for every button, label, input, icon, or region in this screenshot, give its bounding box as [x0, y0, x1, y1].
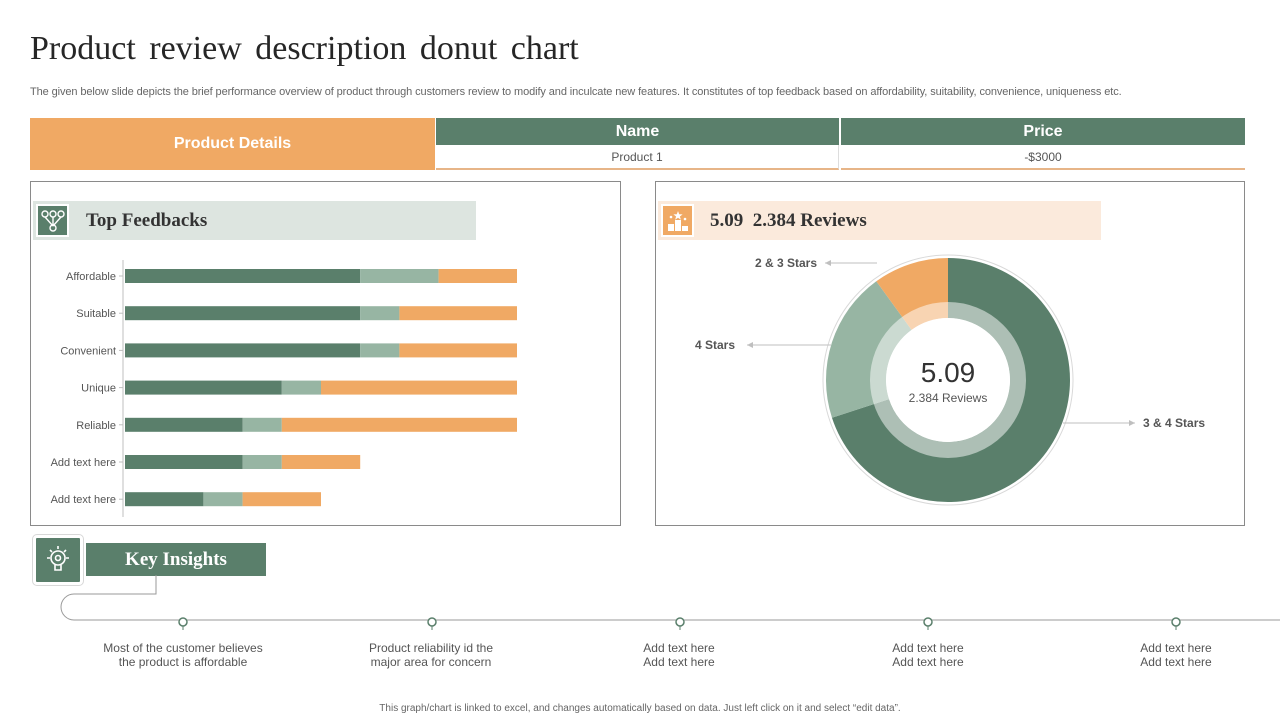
bar-category-label: Add text here [51, 457, 116, 469]
insight-line: Add text here [892, 641, 964, 655]
product-details-label: Product Details [30, 118, 435, 170]
bar-category-label: Convenient [60, 345, 116, 357]
top-feedbacks-panel [30, 181, 621, 526]
insight-line: Add text here [892, 655, 964, 669]
donut-slice-label: 3 & 4 Stars [1143, 416, 1205, 430]
insight-line: Most of the customer believes [103, 641, 263, 655]
insight-item: Product reliability id the major area fo… [331, 641, 531, 669]
insight-item: Add text here Add text here [579, 641, 779, 669]
bar-segment [242, 492, 321, 507]
insight-line: Add text here [643, 655, 715, 669]
donut-callout-arrow [825, 260, 831, 266]
insights-timeline [60, 575, 1280, 630]
table-header-name: Name [436, 118, 839, 145]
bar-category-label: Reliable [76, 420, 116, 432]
insight-item: Most of the customer believes the produc… [83, 641, 283, 669]
insight-line: Add text here [1140, 641, 1212, 655]
top-feedbacks-header [33, 201, 476, 240]
table-cell-product-price: -$3000 [841, 145, 1245, 170]
bar-segment [242, 417, 282, 432]
donut-center [886, 318, 1010, 442]
insight-line: the product is affordable [118, 655, 248, 669]
bar-segment [125, 343, 361, 358]
reviews-header-score: 5.09 [710, 210, 744, 231]
insight-line: major area for concern [370, 655, 492, 669]
bar-segment [281, 380, 321, 395]
insight-item: Add text here Add text here [828, 641, 1028, 669]
bar-segment [281, 455, 361, 469]
page-subtitle: The given below slide depicts the brief … [30, 86, 1122, 98]
donut-slice-label: 2 & 3 Stars [755, 256, 817, 270]
donut-center-reviews: 2.384 Reviews [909, 391, 988, 405]
bar-segment [125, 455, 243, 469]
key-insights-label: Key Insights [86, 543, 266, 576]
table-cell-product-name: Product 1 [436, 145, 839, 170]
donut-center-score: 5.09 [921, 357, 976, 388]
bar-segment [125, 380, 282, 395]
bar-segment [242, 455, 282, 469]
bar-segment [203, 492, 243, 507]
bar-category-label: Unique [81, 383, 116, 395]
bar-segment [360, 306, 400, 321]
bar-segment [399, 306, 517, 321]
bar-segment [125, 306, 361, 321]
reviews-title: 5.09 2.384 Reviews [710, 210, 867, 232]
donut-slice [826, 281, 912, 418]
bar-segment [360, 269, 439, 283]
timeline-marker [675, 617, 685, 630]
bar-segment [360, 343, 400, 358]
bar-segment [125, 269, 361, 283]
timeline-line [60, 575, 1280, 621]
donut-slice [831, 258, 1070, 502]
reviews-panel [655, 181, 1245, 526]
bar-category-label: Add text here [51, 494, 116, 506]
donut-callout-arrow [1129, 420, 1135, 426]
top-feedbacks-title: Top Feedbacks [86, 210, 208, 231]
reviews-header [658, 201, 1101, 240]
bar-category-label: Suitable [76, 308, 116, 320]
page-title: Product review description donut chart [30, 30, 579, 67]
timeline-marker [427, 617, 437, 630]
table-header-price: Price [841, 118, 1245, 145]
timeline-markers [178, 617, 1181, 630]
donut-inner-ring [870, 302, 1026, 458]
bar-segment [321, 380, 517, 395]
donut-slice-label: 4 Stars [695, 338, 735, 352]
podium-stars-icon [661, 204, 694, 237]
timeline-marker [923, 617, 933, 630]
reviews-donut-chart: 5.09 2.384 Reviews 3 & 4 Stars 4 Stars 2 & 3… [695, 254, 1205, 506]
insight-line: Add text here [643, 641, 715, 655]
insight-line: Product reliability id the [368, 641, 494, 655]
bar-segment [281, 417, 517, 432]
insight-line: Add text here [1140, 655, 1212, 669]
bar-segment [438, 269, 517, 283]
insight-item: Add text here Add text here [1076, 641, 1276, 669]
reviews-header-count: 2.384 Reviews [752, 210, 867, 231]
lightbulb-gear-icon [33, 535, 83, 585]
footer-note: This graph/chart is linked to excel, and… [379, 703, 901, 714]
bar-segment [125, 417, 243, 432]
bar-segment [399, 343, 517, 358]
timeline-marker [178, 617, 188, 630]
donut-outer-ring [822, 254, 1074, 506]
bar-category-label: Affordable [66, 271, 116, 283]
timeline-marker [1171, 617, 1181, 630]
feedback-network-icon [36, 204, 69, 237]
top-feedbacks-bar-chart: Affordable Suitable Convenient Unique Reliab… [51, 260, 517, 517]
donut-callout-arrow [747, 342, 753, 348]
bar-segment [125, 492, 204, 507]
